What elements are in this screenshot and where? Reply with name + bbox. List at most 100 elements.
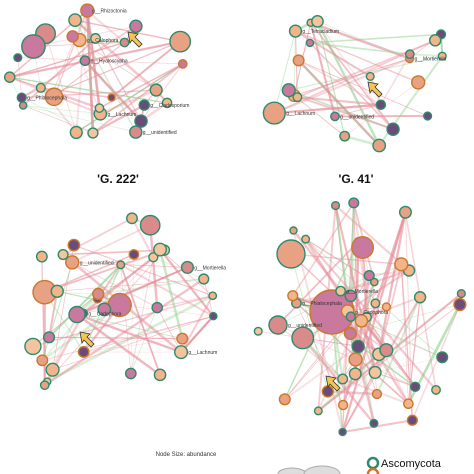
node bbox=[379, 343, 394, 358]
node bbox=[339, 130, 351, 142]
edge bbox=[341, 296, 421, 433]
edge bbox=[290, 253, 402, 266]
node bbox=[42, 331, 56, 344]
node bbox=[386, 122, 400, 136]
edge bbox=[32, 295, 213, 348]
edge bbox=[317, 21, 394, 130]
node bbox=[409, 381, 421, 393]
legend-marker bbox=[366, 467, 380, 474]
edge bbox=[158, 249, 184, 339]
edge bbox=[74, 19, 157, 92]
edge bbox=[352, 202, 377, 373]
node bbox=[291, 326, 315, 350]
node bbox=[288, 24, 303, 38]
edge bbox=[41, 253, 135, 361]
edge bbox=[74, 19, 181, 43]
edge bbox=[22, 37, 97, 107]
node bbox=[139, 214, 161, 236]
node bbox=[94, 103, 105, 113]
edge bbox=[293, 94, 394, 131]
legend-marker bbox=[366, 456, 380, 470]
node bbox=[431, 384, 441, 395]
edge bbox=[302, 337, 387, 351]
node bbox=[351, 236, 375, 259]
edge bbox=[111, 41, 181, 98]
node bbox=[161, 97, 173, 109]
edge bbox=[17, 57, 23, 98]
edge bbox=[131, 217, 155, 258]
node-label: g__Tetracladium bbox=[302, 29, 339, 35]
node bbox=[348, 352, 363, 367]
node bbox=[292, 54, 305, 67]
node bbox=[44, 87, 64, 107]
node bbox=[253, 326, 263, 336]
edge bbox=[120, 264, 132, 374]
node bbox=[365, 71, 375, 81]
edge bbox=[21, 89, 157, 99]
edge bbox=[72, 261, 188, 268]
edge bbox=[156, 307, 182, 353]
edge bbox=[305, 238, 375, 283]
node-label: g__Hyaloscypha bbox=[91, 59, 128, 65]
edge bbox=[288, 55, 443, 91]
node-label: g__Lachnum bbox=[286, 111, 315, 117]
node bbox=[153, 368, 167, 382]
node bbox=[209, 311, 218, 321]
legend-label: Ascomycota bbox=[381, 458, 442, 470]
edge bbox=[400, 264, 413, 421]
edge bbox=[411, 304, 461, 421]
node bbox=[413, 291, 427, 304]
panel-title: 'G. 41' bbox=[338, 172, 373, 186]
edge bbox=[342, 322, 364, 380]
node bbox=[35, 250, 48, 263]
edge bbox=[297, 39, 436, 99]
edge bbox=[309, 41, 410, 56]
edge bbox=[75, 63, 184, 133]
node bbox=[262, 101, 286, 125]
edge bbox=[334, 205, 377, 373]
node bbox=[16, 92, 27, 103]
node bbox=[21, 34, 46, 59]
node-label: g__Mortierella bbox=[346, 289, 378, 295]
edge bbox=[85, 10, 95, 134]
node bbox=[371, 388, 383, 400]
edges bbox=[9, 9, 463, 434]
edge bbox=[86, 10, 94, 134]
edge bbox=[310, 21, 411, 60]
node bbox=[429, 34, 442, 47]
edge bbox=[53, 10, 88, 98]
node bbox=[348, 197, 360, 209]
edge bbox=[374, 371, 416, 388]
node bbox=[403, 398, 414, 410]
edge bbox=[159, 248, 215, 317]
node-label: g__Rhizoctonia bbox=[92, 9, 127, 15]
edge bbox=[45, 33, 77, 133]
node bbox=[24, 337, 42, 356]
node bbox=[354, 314, 369, 328]
edge bbox=[71, 261, 158, 309]
edge bbox=[298, 59, 382, 106]
node bbox=[92, 287, 105, 301]
node bbox=[369, 277, 379, 287]
edge bbox=[72, 36, 101, 114]
edge bbox=[297, 96, 381, 106]
node bbox=[69, 125, 83, 140]
node bbox=[153, 242, 168, 257]
edge bbox=[334, 104, 381, 117]
node bbox=[65, 255, 80, 270]
node bbox=[138, 99, 150, 111]
node-label: g__Cadophora bbox=[355, 310, 388, 316]
node bbox=[36, 354, 49, 367]
node bbox=[394, 257, 409, 272]
edge bbox=[273, 57, 411, 115]
node bbox=[292, 92, 303, 103]
node-label: g__unidentified bbox=[143, 130, 177, 136]
node bbox=[35, 82, 46, 93]
node bbox=[278, 393, 291, 406]
edge bbox=[316, 20, 381, 147]
node-label: g__Mortierella bbox=[194, 265, 226, 271]
edge bbox=[99, 88, 157, 115]
edge bbox=[317, 353, 380, 412]
edge bbox=[76, 313, 161, 376]
edge bbox=[130, 307, 158, 374]
